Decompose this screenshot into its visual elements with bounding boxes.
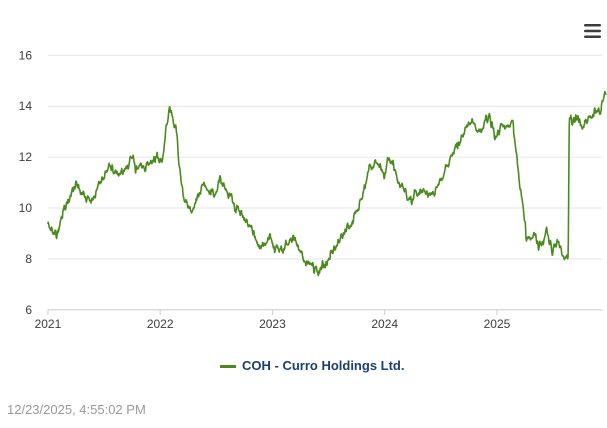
svg-text:2024: 2024 [371,317,398,331]
svg-text:6: 6 [25,303,32,317]
svg-text:2025: 2025 [484,317,511,331]
svg-text:12: 12 [19,150,33,164]
svg-text:2022: 2022 [147,317,174,331]
svg-text:2021: 2021 [35,317,62,331]
svg-text:2023: 2023 [259,317,286,331]
svg-text:10: 10 [19,201,33,215]
svg-text:14: 14 [19,99,33,113]
svg-text:8: 8 [25,252,32,266]
svg-text:16: 16 [19,48,33,62]
